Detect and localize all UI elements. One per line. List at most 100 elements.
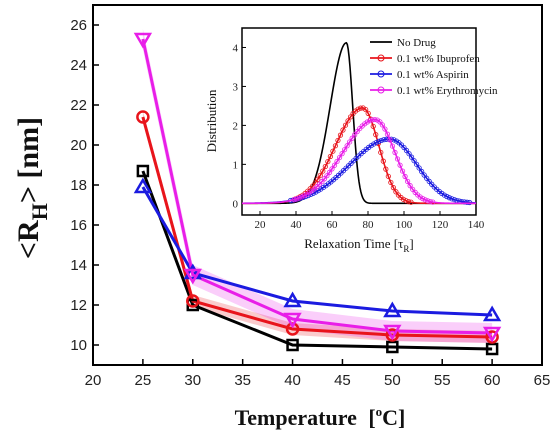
series-3-line	[141, 38, 493, 335]
inset-series-1-marker	[315, 176, 321, 182]
inset-legend-label: 0.1 wt% Erythromycin	[397, 85, 498, 97]
y-axis-title-pre: <R	[12, 220, 45, 259]
inset-series-1-marker	[342, 122, 349, 128]
series-0-point	[286, 338, 299, 352]
inset-series-1-marker	[373, 132, 379, 138]
inset-series-3-marker	[339, 151, 345, 157]
y-axis-title-post: > [nm]	[12, 117, 45, 203]
series-2-point	[283, 291, 302, 308]
series-1-line	[141, 116, 493, 339]
inset-series-3-marker	[299, 194, 305, 200]
inset-series-3-marker	[384, 131, 391, 137]
inset-series-3-marker	[349, 135, 355, 141]
series-1-point	[186, 294, 200, 308]
inset-series-2-marker	[401, 144, 407, 151]
inset-series-2-marker	[426, 178, 432, 184]
inset-series-2-marker	[416, 165, 422, 171]
x-tick-label: 65	[534, 372, 550, 389]
inset-x-tick-label: 40	[291, 219, 303, 231]
inset-series-3-marker	[420, 196, 426, 202]
y-tick-label: 12	[70, 297, 87, 314]
inset-series-3-marker	[389, 143, 396, 149]
inset-series-3-marker	[407, 183, 413, 189]
inset-series-2-marker	[441, 192, 447, 198]
inset-series-3-marker	[379, 122, 385, 128]
inset-series-3-marker	[336, 154, 343, 161]
inset-series-3-marker	[354, 128, 360, 135]
inset-x-tick-label: 80	[363, 219, 375, 231]
inset-series-2-marker	[411, 158, 417, 164]
inset-series-3-marker	[387, 137, 393, 143]
inset-series-1-marker	[380, 158, 386, 164]
x-tick-label: 20	[85, 372, 102, 389]
inset-series-2-marker	[378, 137, 384, 144]
y-axis-title: <RH> [nm]	[12, 117, 52, 259]
inset-series-3-marker	[382, 126, 388, 132]
inset-legend-label: No Drug	[397, 37, 436, 49]
inset-series-3-marker	[347, 139, 353, 145]
y-tick-label: 20	[70, 137, 87, 154]
inset-series-2-marker	[444, 193, 450, 200]
inset-series-1-marker	[405, 198, 412, 205]
inset-series-3-curve	[241, 118, 477, 205]
inset-series-2-marker	[371, 141, 377, 147]
inset-series-3-marker	[334, 158, 340, 165]
inset-series-2-marker	[376, 138, 382, 144]
inset-series-2-marker	[381, 137, 387, 143]
inset-series-1-marker	[358, 105, 364, 111]
inset-x-axis-title: Relaxation Time [τR]	[304, 236, 413, 254]
main-series-layer	[133, 29, 502, 356]
inset-y-tick-label: 3	[233, 81, 239, 93]
y-tick-label: 22	[70, 97, 87, 114]
inset-series-3-marker	[402, 173, 408, 180]
series-2-line	[141, 186, 493, 317]
inset-x-tick-label: 100	[396, 219, 413, 231]
inset-series-1-marker	[378, 149, 384, 156]
inset-series-1-marker	[340, 127, 346, 133]
inset-series-3-marker	[301, 193, 307, 199]
inset-series-1-marker	[355, 106, 361, 112]
series-0-point	[136, 164, 150, 178]
inset-series-1-marker	[330, 148, 336, 154]
x-tick-label: 50	[384, 372, 401, 389]
inset-x-title-tau: τ	[398, 236, 403, 251]
inset-series-2-marker	[449, 196, 455, 202]
series-2-point	[383, 301, 402, 318]
inset-series-3-marker	[296, 195, 302, 201]
inset-series-layer	[241, 41, 477, 206]
inset-series-3-marker	[377, 119, 383, 125]
inset-series-3-marker	[404, 178, 411, 184]
y-tick-label: 18	[70, 177, 87, 194]
inset-series-1-marker	[335, 137, 341, 144]
inset-series-1-marker	[385, 173, 391, 179]
inset-series-2-marker	[373, 139, 379, 146]
inset-series-1-marker	[403, 198, 409, 204]
inset-series-1-marker	[322, 163, 328, 170]
inset-series-1-marker	[383, 166, 389, 172]
inset-y-tick-label: 1	[233, 159, 239, 171]
inset-series-3-marker	[326, 169, 333, 175]
inset-legend-marker	[377, 86, 385, 94]
inset-series-2-marker	[419, 168, 425, 175]
inset-legend-marker	[377, 70, 385, 78]
inset-series-3-marker	[392, 149, 398, 156]
inset-x-tick-label: 20	[255, 219, 267, 231]
inset-series-1-marker	[347, 114, 354, 120]
inset-series-3-marker	[321, 176, 328, 182]
inset-series-1-marker	[345, 118, 351, 124]
inset-x-tick-label: 60	[327, 219, 339, 231]
inset-series-1-marker	[390, 185, 396, 191]
inset-series-3-marker	[425, 198, 431, 204]
inset-series-3-marker	[341, 147, 348, 153]
series-0-point	[485, 342, 499, 356]
inset-series-3-marker	[427, 198, 433, 205]
series-0-line	[141, 170, 493, 351]
inset-series-1-marker	[365, 110, 371, 116]
series-3-point	[283, 312, 302, 329]
series-1-point	[385, 328, 400, 342]
inset-series-1-marker	[320, 168, 326, 174]
inset-series-1-marker	[332, 143, 339, 149]
y-axis-title-sub: H	[27, 203, 52, 220]
